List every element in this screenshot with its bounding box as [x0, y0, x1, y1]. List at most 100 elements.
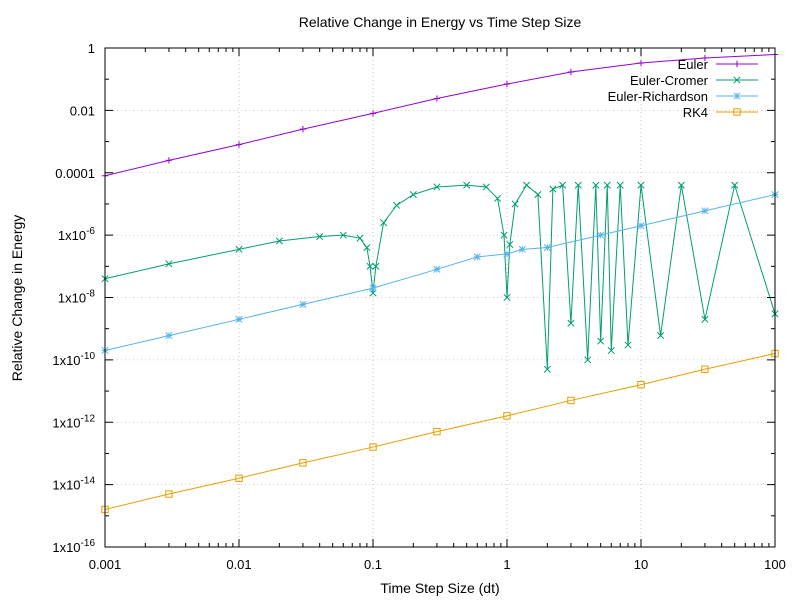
x-tick-label: 10: [634, 557, 648, 572]
data-point: [543, 243, 551, 252]
data-point: [677, 181, 685, 189]
x-axis-label: Time Step Size (dt): [380, 580, 499, 596]
legend-label: Euler-Cromer: [630, 73, 709, 88]
data-point: [603, 181, 611, 189]
data-point: [567, 319, 575, 327]
y-axis-label: Relative Change in Energy: [9, 215, 25, 382]
legend-label: Euler: [678, 57, 709, 72]
data-point: [165, 260, 173, 268]
data-point: [701, 207, 709, 215]
y-tick-label: 1: [88, 41, 95, 56]
data-point: [567, 68, 575, 76]
data-point: [433, 183, 441, 191]
data-point: [235, 315, 243, 323]
series-euler-richardson: [101, 190, 779, 355]
x-tick-label: 0.001: [89, 557, 122, 572]
data-point: [549, 185, 557, 193]
data-point: [275, 237, 283, 245]
data-point: [463, 181, 471, 189]
data-point: [339, 231, 347, 239]
data-point: [701, 365, 709, 373]
legend-label: Euler-Richardson: [608, 89, 708, 104]
data-point: [433, 95, 441, 102]
y-tick-label: 0.01: [70, 103, 95, 118]
data-point: [409, 190, 417, 199]
data-point: [366, 262, 374, 270]
data-point: [637, 59, 645, 67]
data-point: [372, 262, 380, 270]
data-point: [506, 240, 514, 249]
data-point: [503, 412, 511, 420]
data-point: [482, 183, 490, 191]
data-point: [637, 181, 645, 189]
data-point: [701, 54, 709, 62]
data-point: [637, 222, 645, 230]
data-point: [493, 194, 502, 202]
legend-item: Euler-Cromer: [630, 73, 758, 88]
data-point: [235, 245, 243, 253]
data-point: [592, 181, 600, 189]
data-point: [503, 293, 511, 302]
data-point: [637, 380, 645, 389]
series-euler-cromer: [101, 181, 779, 373]
data-point: [574, 181, 582, 189]
y-tick-label: 1x10-6: [58, 226, 96, 243]
data-point: [584, 356, 592, 364]
series-rk4: [101, 349, 779, 514]
data-point: [165, 332, 173, 340]
data-point: [543, 365, 551, 373]
series-layer: [101, 51, 779, 514]
x-tick-label: 100: [764, 557, 786, 572]
data-point: [299, 300, 307, 308]
data-point: [518, 245, 526, 253]
data-point: [235, 474, 243, 482]
data-point: [369, 284, 377, 292]
legend-item: RK4: [683, 105, 758, 120]
x-tick-label: 0.1: [364, 557, 382, 572]
x-tick-label: 1: [503, 557, 510, 572]
series-line: [104, 194, 776, 351]
data-point: [616, 181, 624, 189]
data-point: [356, 234, 364, 242]
data-point: [523, 181, 531, 189]
x-axis-ticks: 0.001 0.01 0.1 1 10 100: [89, 48, 786, 572]
data-point: [511, 200, 519, 208]
legend-label: RK4: [683, 105, 708, 120]
data-point: [503, 250, 511, 258]
data-point: [316, 232, 324, 241]
data-point: [165, 490, 173, 498]
data-point: [597, 337, 605, 345]
data-point: [433, 265, 441, 273]
data-point: [500, 231, 508, 239]
series-line: [104, 353, 776, 510]
data-point: [473, 253, 481, 261]
chart-title: Relative Change in Energy vs Time Step S…: [299, 14, 582, 30]
x-tick-label: 0.01: [226, 557, 251, 572]
legend-marker: [733, 60, 741, 68]
data-point: [393, 201, 401, 209]
data-point: [165, 157, 173, 164]
legend-marker: [733, 92, 741, 100]
data-point: [657, 332, 665, 340]
data-point: [731, 181, 739, 189]
legend-marker: [733, 76, 741, 84]
data-point: [299, 125, 307, 133]
legend-item: Euler-Richardson: [608, 89, 758, 104]
data-point: [559, 181, 567, 189]
data-point: [235, 141, 243, 148]
data-point: [433, 427, 441, 436]
data-point: [299, 459, 307, 467]
legend-marker: [733, 108, 741, 116]
data-point: [567, 396, 575, 405]
data-point: [701, 315, 709, 323]
data-point: [597, 231, 605, 239]
y-tick-label: 0.0001: [55, 166, 95, 181]
data-point: [503, 80, 511, 88]
legend-item: Euler: [678, 57, 758, 72]
data-point: [369, 110, 377, 117]
data-point: [607, 346, 615, 355]
y-tick-label: 1x10-8: [58, 289, 96, 306]
